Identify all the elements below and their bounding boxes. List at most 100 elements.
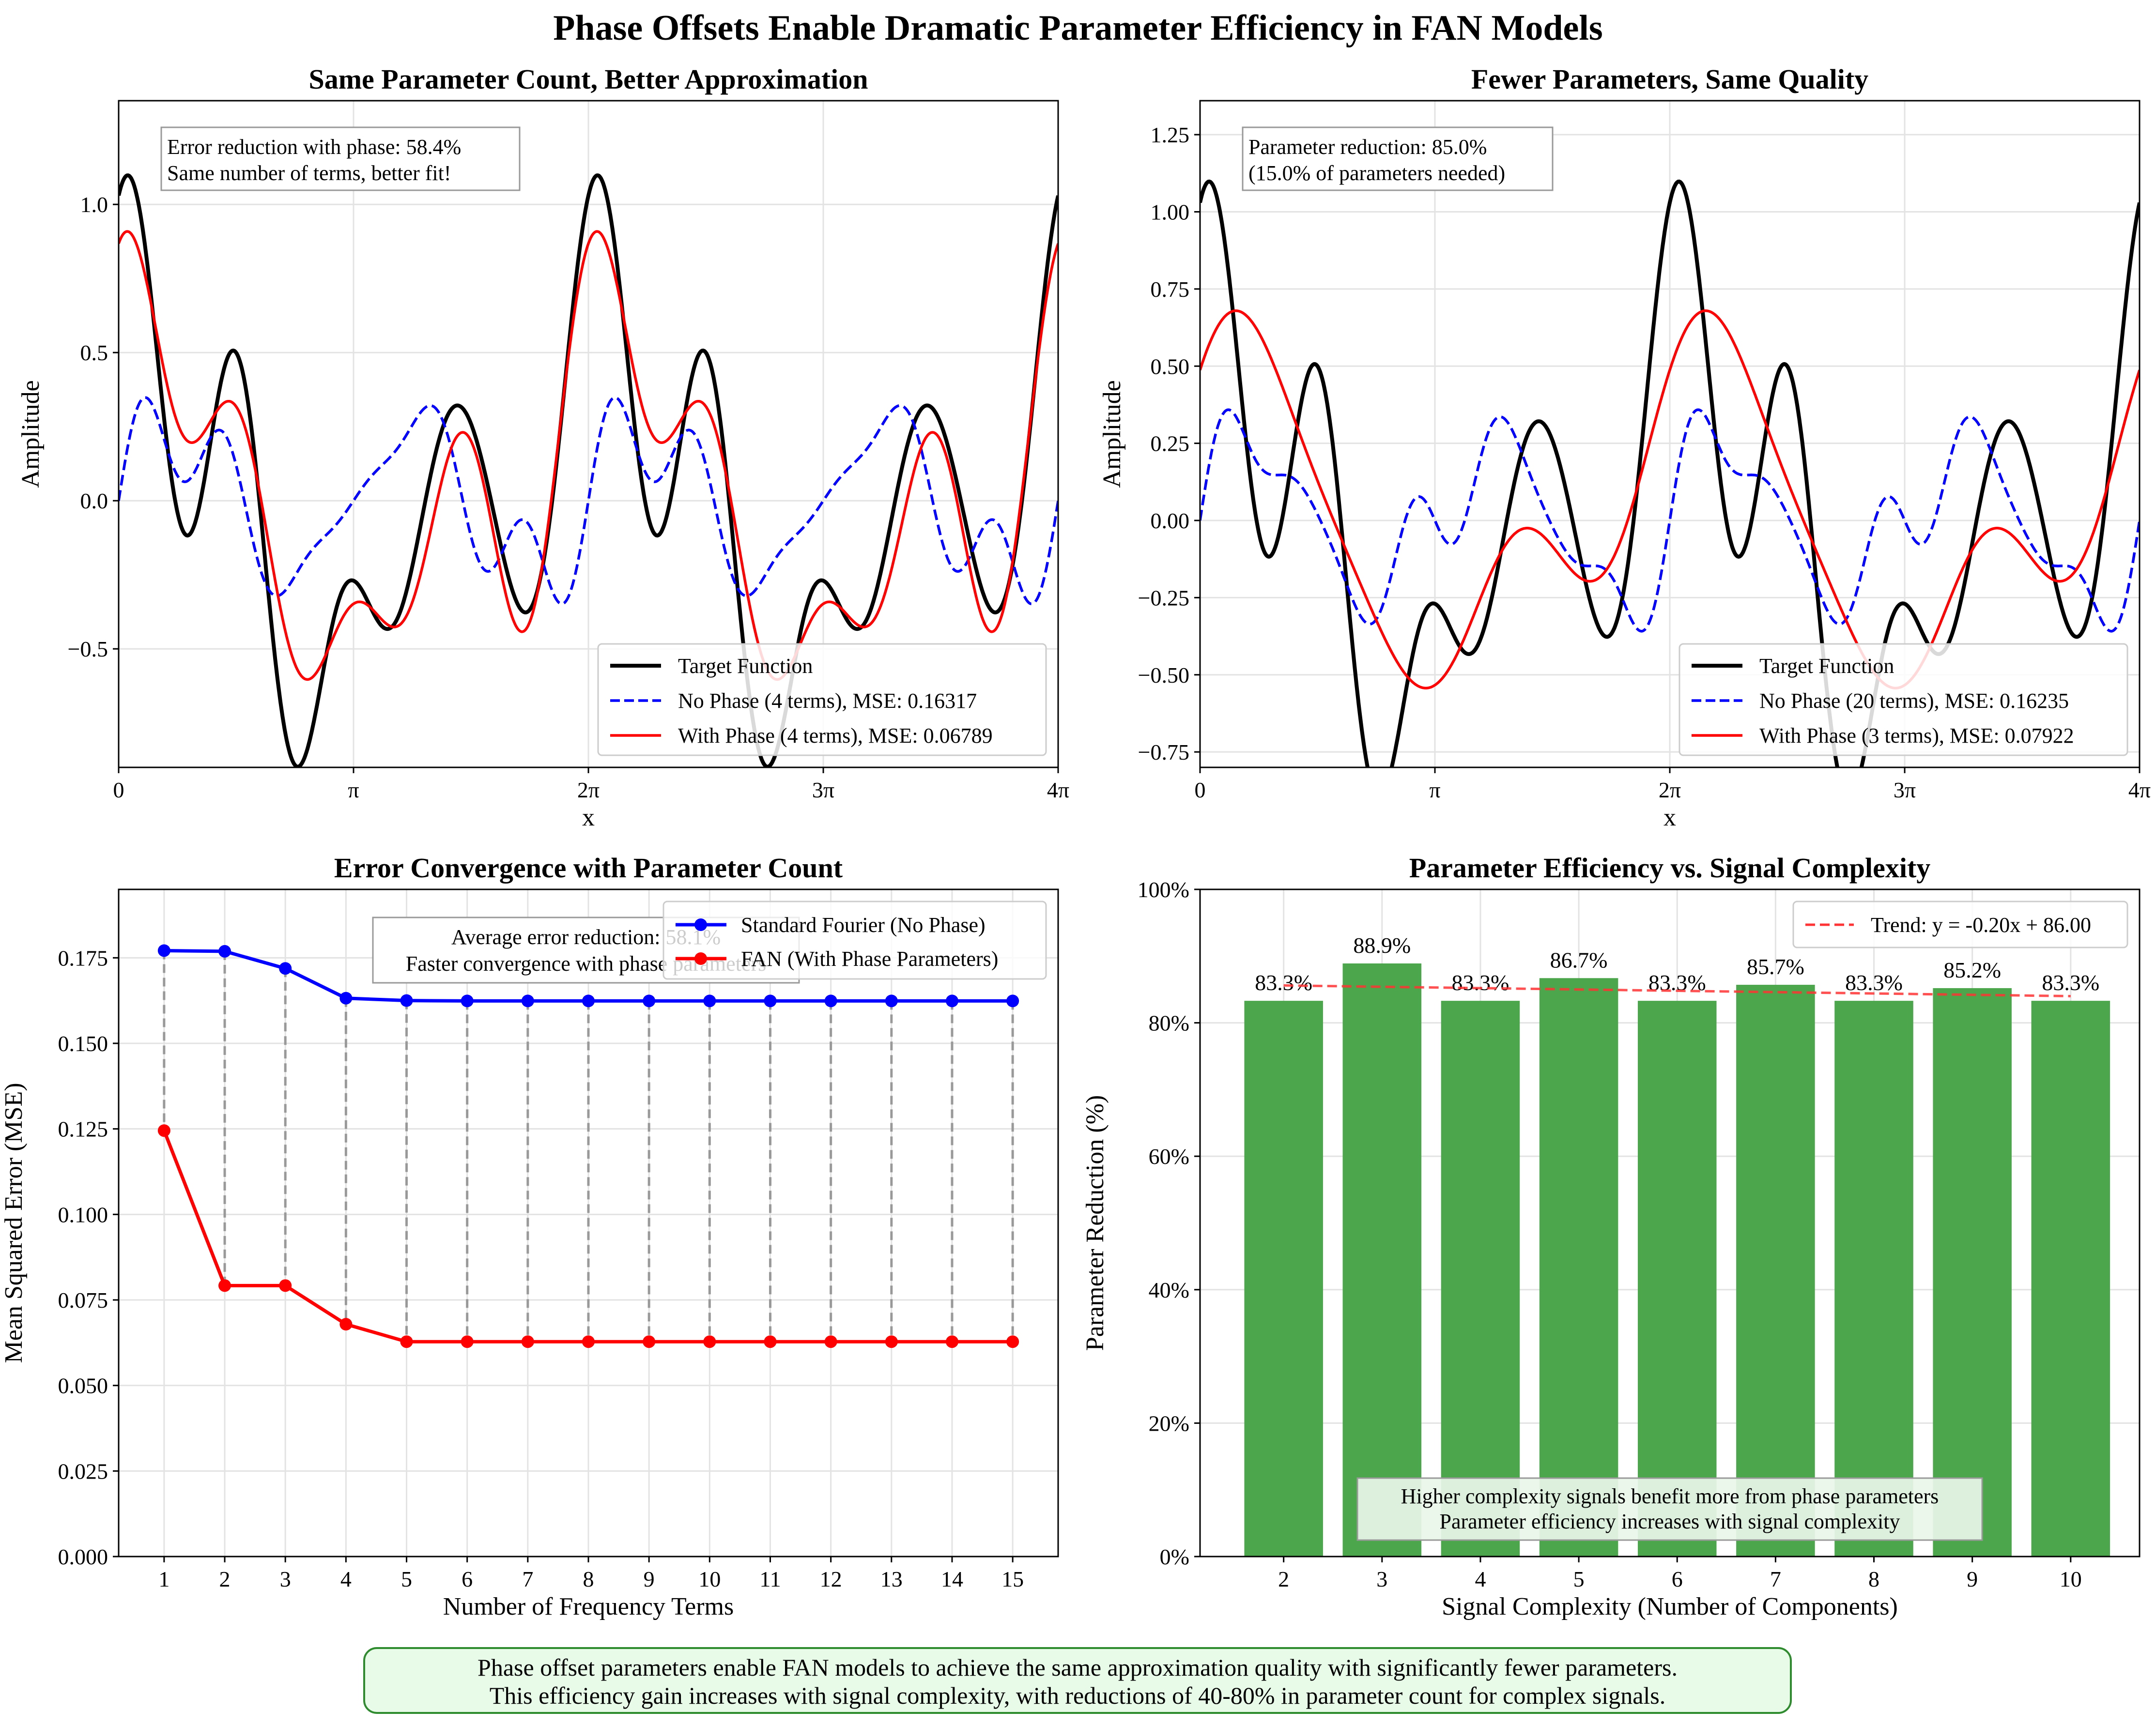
chart-title: Same Parameter Count, Better Approximati…	[308, 63, 868, 95]
bar	[1933, 988, 2012, 1557]
x-axis-label: x	[582, 804, 595, 831]
annotation-text: Error reduction with phase: 58.4%	[167, 135, 461, 159]
y-tick-label: 40%	[1149, 1278, 1189, 1302]
series-point	[945, 994, 958, 1008]
bar	[1441, 1001, 1520, 1557]
bar	[1834, 1001, 1913, 1557]
legend-box	[597, 643, 1047, 756]
bar-value-label: 83.3%	[2042, 970, 2099, 995]
bar	[1736, 985, 1815, 1557]
x-tick-label: 15	[1001, 1567, 1024, 1591]
series-point	[218, 1279, 231, 1292]
bar	[2031, 1001, 2110, 1557]
x-tick-label: 6	[462, 1567, 473, 1591]
x-tick-label: π	[348, 778, 359, 802]
x-tick-label: 4π	[1047, 778, 1069, 802]
annotation-box	[1242, 126, 1554, 191]
bar-value-label: 85.7%	[1747, 954, 1804, 979]
y-axis-label: Parameter Reduction (%)	[1081, 1095, 1109, 1351]
chart-panel-2: Fewer Parameters, Same Quality x Amplitude…	[1098, 63, 2151, 831]
y-tick-label: 0.5	[80, 340, 108, 365]
chart-title: Fewer Parameters, Same Quality	[1471, 63, 1868, 95]
series-point	[945, 1335, 958, 1348]
y-tick-label: 20%	[1149, 1411, 1189, 1436]
x-tick-label: 10	[698, 1567, 721, 1591]
y-tick-label: 0.0	[80, 489, 108, 513]
series-point	[339, 1318, 353, 1331]
x-tick-label: 8	[1868, 1567, 1879, 1591]
legend-label: Trend: y = -0.20x + 86.00	[1871, 913, 2091, 937]
bar	[1342, 963, 1422, 1557]
y-tick-label: 0.25	[1151, 431, 1190, 456]
x-tick-label: 5	[401, 1567, 412, 1591]
annotation-box	[160, 126, 521, 191]
series-point	[582, 994, 595, 1008]
annotation-text: Same number of terms, better fit!	[167, 161, 451, 185]
series-line-1	[119, 173, 1058, 767]
annotation-text: Parameter reduction: 85.0%	[1248, 135, 1487, 159]
series-point	[521, 994, 534, 1008]
y-tick-label: 0.025	[58, 1459, 108, 1483]
x-tick-label: 3π	[1894, 778, 1916, 802]
plot-frame	[118, 888, 1059, 1558]
series-point	[461, 1335, 474, 1348]
x-tick-label: 0	[113, 778, 124, 802]
legend-label: No Phase (4 terms), MSE: 0.16317	[678, 689, 977, 713]
series-point	[764, 994, 777, 1008]
y-tick-label: −0.5	[68, 637, 108, 661]
series-point	[824, 994, 837, 1008]
plot-frame	[118, 100, 1059, 768]
x-tick-label: 2π	[577, 778, 600, 802]
bar	[1244, 1001, 1323, 1557]
series-point	[218, 945, 231, 958]
x-tick-label: 4	[340, 1567, 352, 1591]
series-point	[157, 1124, 170, 1137]
x-tick-label: 14	[941, 1567, 963, 1591]
y-axis-label: Mean Squared Error (MSE)	[0, 1083, 28, 1363]
series-line-2	[1200, 408, 2140, 633]
series-point	[885, 994, 898, 1008]
x-tick-label: 4	[1475, 1567, 1486, 1591]
footer-note: Phase offset parameters enable FAN model…	[363, 1647, 1792, 1714]
y-tick-label: 1.0	[80, 192, 108, 217]
bar-value-label: 88.9%	[1353, 933, 1411, 958]
figure-title: Phase Offsets Enable Dramatic Parameter …	[553, 8, 1602, 48]
series-point	[643, 1335, 656, 1348]
x-axis-label: Signal Complexity (Number of Components)	[1442, 1593, 1898, 1620]
x-tick-label: 2	[219, 1567, 231, 1591]
legend-marker	[694, 952, 707, 965]
series-point	[521, 1335, 534, 1348]
series-point	[764, 1335, 777, 1348]
legend-label: Standard Fourier (No Phase)	[741, 913, 986, 937]
y-tick-label: 80%	[1149, 1011, 1189, 1036]
y-tick-label: 0.75	[1151, 277, 1190, 302]
x-tick-label: 0	[1195, 778, 1206, 802]
x-tick-label: 13	[880, 1567, 903, 1591]
y-tick-label: 100%	[1138, 877, 1189, 902]
y-tick-label: 0.125	[58, 1117, 108, 1142]
y-tick-label: 1.25	[1151, 122, 1190, 147]
y-tick-label: 0.075	[58, 1288, 108, 1313]
x-tick-label: 2π	[1659, 778, 1681, 802]
chart-title: Error Convergence with Parameter Count	[334, 852, 843, 884]
y-tick-label: 0.00	[1151, 508, 1190, 533]
series-point	[400, 1335, 413, 1348]
legend-box	[1792, 901, 2128, 948]
legend-label: No Phase (20 terms), MSE: 0.16235	[1759, 689, 2069, 713]
x-tick-label: 6	[1672, 1567, 1683, 1591]
legend-box	[662, 901, 1047, 980]
legend-marker	[694, 918, 707, 931]
bar	[1637, 1001, 1717, 1557]
x-tick-label: 3	[280, 1567, 291, 1591]
series-point	[279, 1279, 292, 1292]
series-point	[157, 944, 170, 957]
footer-line-2: This efficiency gain increases with sign…	[489, 1682, 1666, 1709]
y-tick-label: −0.75	[1138, 740, 1189, 764]
x-tick-label: 5	[1573, 1567, 1585, 1591]
x-tick-label: 10	[2060, 1567, 2082, 1591]
series-point	[703, 994, 716, 1008]
y-tick-label: 0.100	[58, 1202, 108, 1227]
series-line-3	[119, 230, 1058, 681]
bar	[1539, 978, 1618, 1557]
x-tick-label: 3π	[812, 778, 834, 802]
